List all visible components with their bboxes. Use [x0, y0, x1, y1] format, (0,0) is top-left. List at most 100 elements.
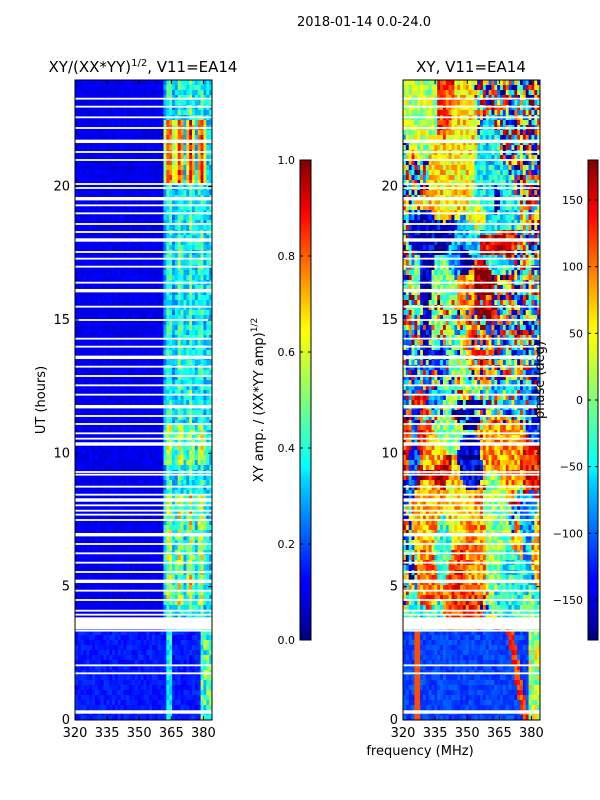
amp-cell [75, 85, 79, 91]
amp-cell [134, 170, 139, 176]
amp-cell [186, 435, 190, 441]
amp-cell [103, 575, 107, 581]
amp-cell [114, 370, 119, 376]
amp-cell [97, 460, 102, 466]
amp-cell [152, 145, 156, 151]
amp-cell [92, 455, 96, 461]
amp-cell [189, 90, 193, 96]
amp-cell [103, 175, 107, 181]
amp-cell [194, 410, 199, 416]
amp-cell [83, 200, 87, 206]
amp-cell [163, 85, 167, 91]
amp-cell [80, 585, 84, 591]
amp-cell [206, 200, 210, 206]
amp-cell [177, 80, 181, 86]
amp-cell [157, 460, 162, 466]
amp-cell [206, 525, 210, 531]
amp-cell [106, 525, 110, 531]
amp-cell [89, 260, 93, 266]
amp-cell [172, 200, 176, 206]
amp-cell [146, 260, 150, 266]
amp-cell [174, 80, 179, 86]
amp-cell [126, 310, 130, 316]
amp-cell [77, 105, 82, 111]
amp-cell [180, 340, 184, 346]
amp-cell [160, 465, 164, 471]
amp-cell [154, 565, 159, 571]
amp-cell [166, 255, 170, 261]
amp-cell [143, 260, 147, 266]
amp-cell [123, 450, 127, 456]
amp-cell [140, 90, 144, 96]
amp-cell [123, 310, 127, 316]
amp-cell [160, 215, 164, 221]
amp-cell [206, 295, 210, 301]
amp-cell [92, 235, 96, 241]
amp-cell [100, 555, 104, 561]
amp-cell [186, 310, 190, 316]
amp-cell [123, 325, 127, 331]
amp-cell [160, 370, 164, 376]
amp-cell [134, 445, 139, 451]
amp-cell [154, 180, 159, 186]
amp-cell [103, 255, 107, 261]
amp-cell [109, 245, 113, 251]
amp-cell [94, 225, 99, 231]
amp-cell [189, 330, 193, 336]
amp-cell [146, 110, 150, 116]
amp-cell [154, 395, 159, 401]
amp-cell [129, 525, 133, 531]
amp-cell [103, 350, 107, 356]
amp-cell [166, 245, 170, 251]
amp-cell [160, 135, 164, 141]
amp-cell [86, 460, 90, 466]
amp-cell [152, 95, 156, 101]
amp-cell [174, 300, 179, 306]
amp-cell [143, 555, 147, 561]
amp-cell [137, 480, 142, 486]
amp-cell [180, 190, 184, 196]
amp-cell [163, 220, 167, 226]
amp-cell [174, 275, 179, 281]
amp-cell [163, 525, 167, 531]
amp-cell [109, 105, 113, 111]
amp-cell [194, 445, 199, 451]
amp-cell [86, 145, 90, 151]
amp-cell [143, 450, 147, 456]
amp-cell [157, 445, 162, 451]
amp-cell [109, 80, 113, 86]
amp-cell [89, 225, 93, 231]
amp-cell [146, 475, 150, 481]
amp-cell [109, 95, 113, 101]
amp-cell [180, 425, 184, 431]
amp-cell [180, 270, 184, 276]
amp-cell [186, 525, 190, 531]
amp-cell [106, 85, 110, 91]
amp-cell [123, 370, 127, 376]
amp-cell [75, 120, 79, 126]
amp-cell [183, 565, 187, 571]
amp-cell [109, 175, 113, 181]
amp-cell [94, 220, 99, 226]
amp-cell [77, 325, 82, 331]
amp-cell [117, 395, 122, 401]
amp-cell [163, 110, 167, 116]
amp-cell [183, 170, 187, 176]
amp-cell [92, 425, 96, 431]
amp-cell [77, 240, 82, 246]
amp-cell [169, 585, 173, 591]
amp-cell [80, 205, 84, 211]
amp-cell [203, 155, 207, 161]
amp-cell [160, 480, 164, 486]
amp-cell [206, 105, 210, 111]
amp-cell [129, 180, 133, 186]
amp-cell [100, 300, 104, 306]
amp-cell [77, 395, 82, 401]
amp-cell [86, 160, 90, 166]
amp-cell [154, 450, 159, 456]
amp-cell [120, 205, 124, 211]
amp-cell [180, 400, 184, 406]
amp-cell [197, 335, 201, 341]
amp-cell [186, 585, 190, 591]
amp-cell [80, 460, 84, 466]
